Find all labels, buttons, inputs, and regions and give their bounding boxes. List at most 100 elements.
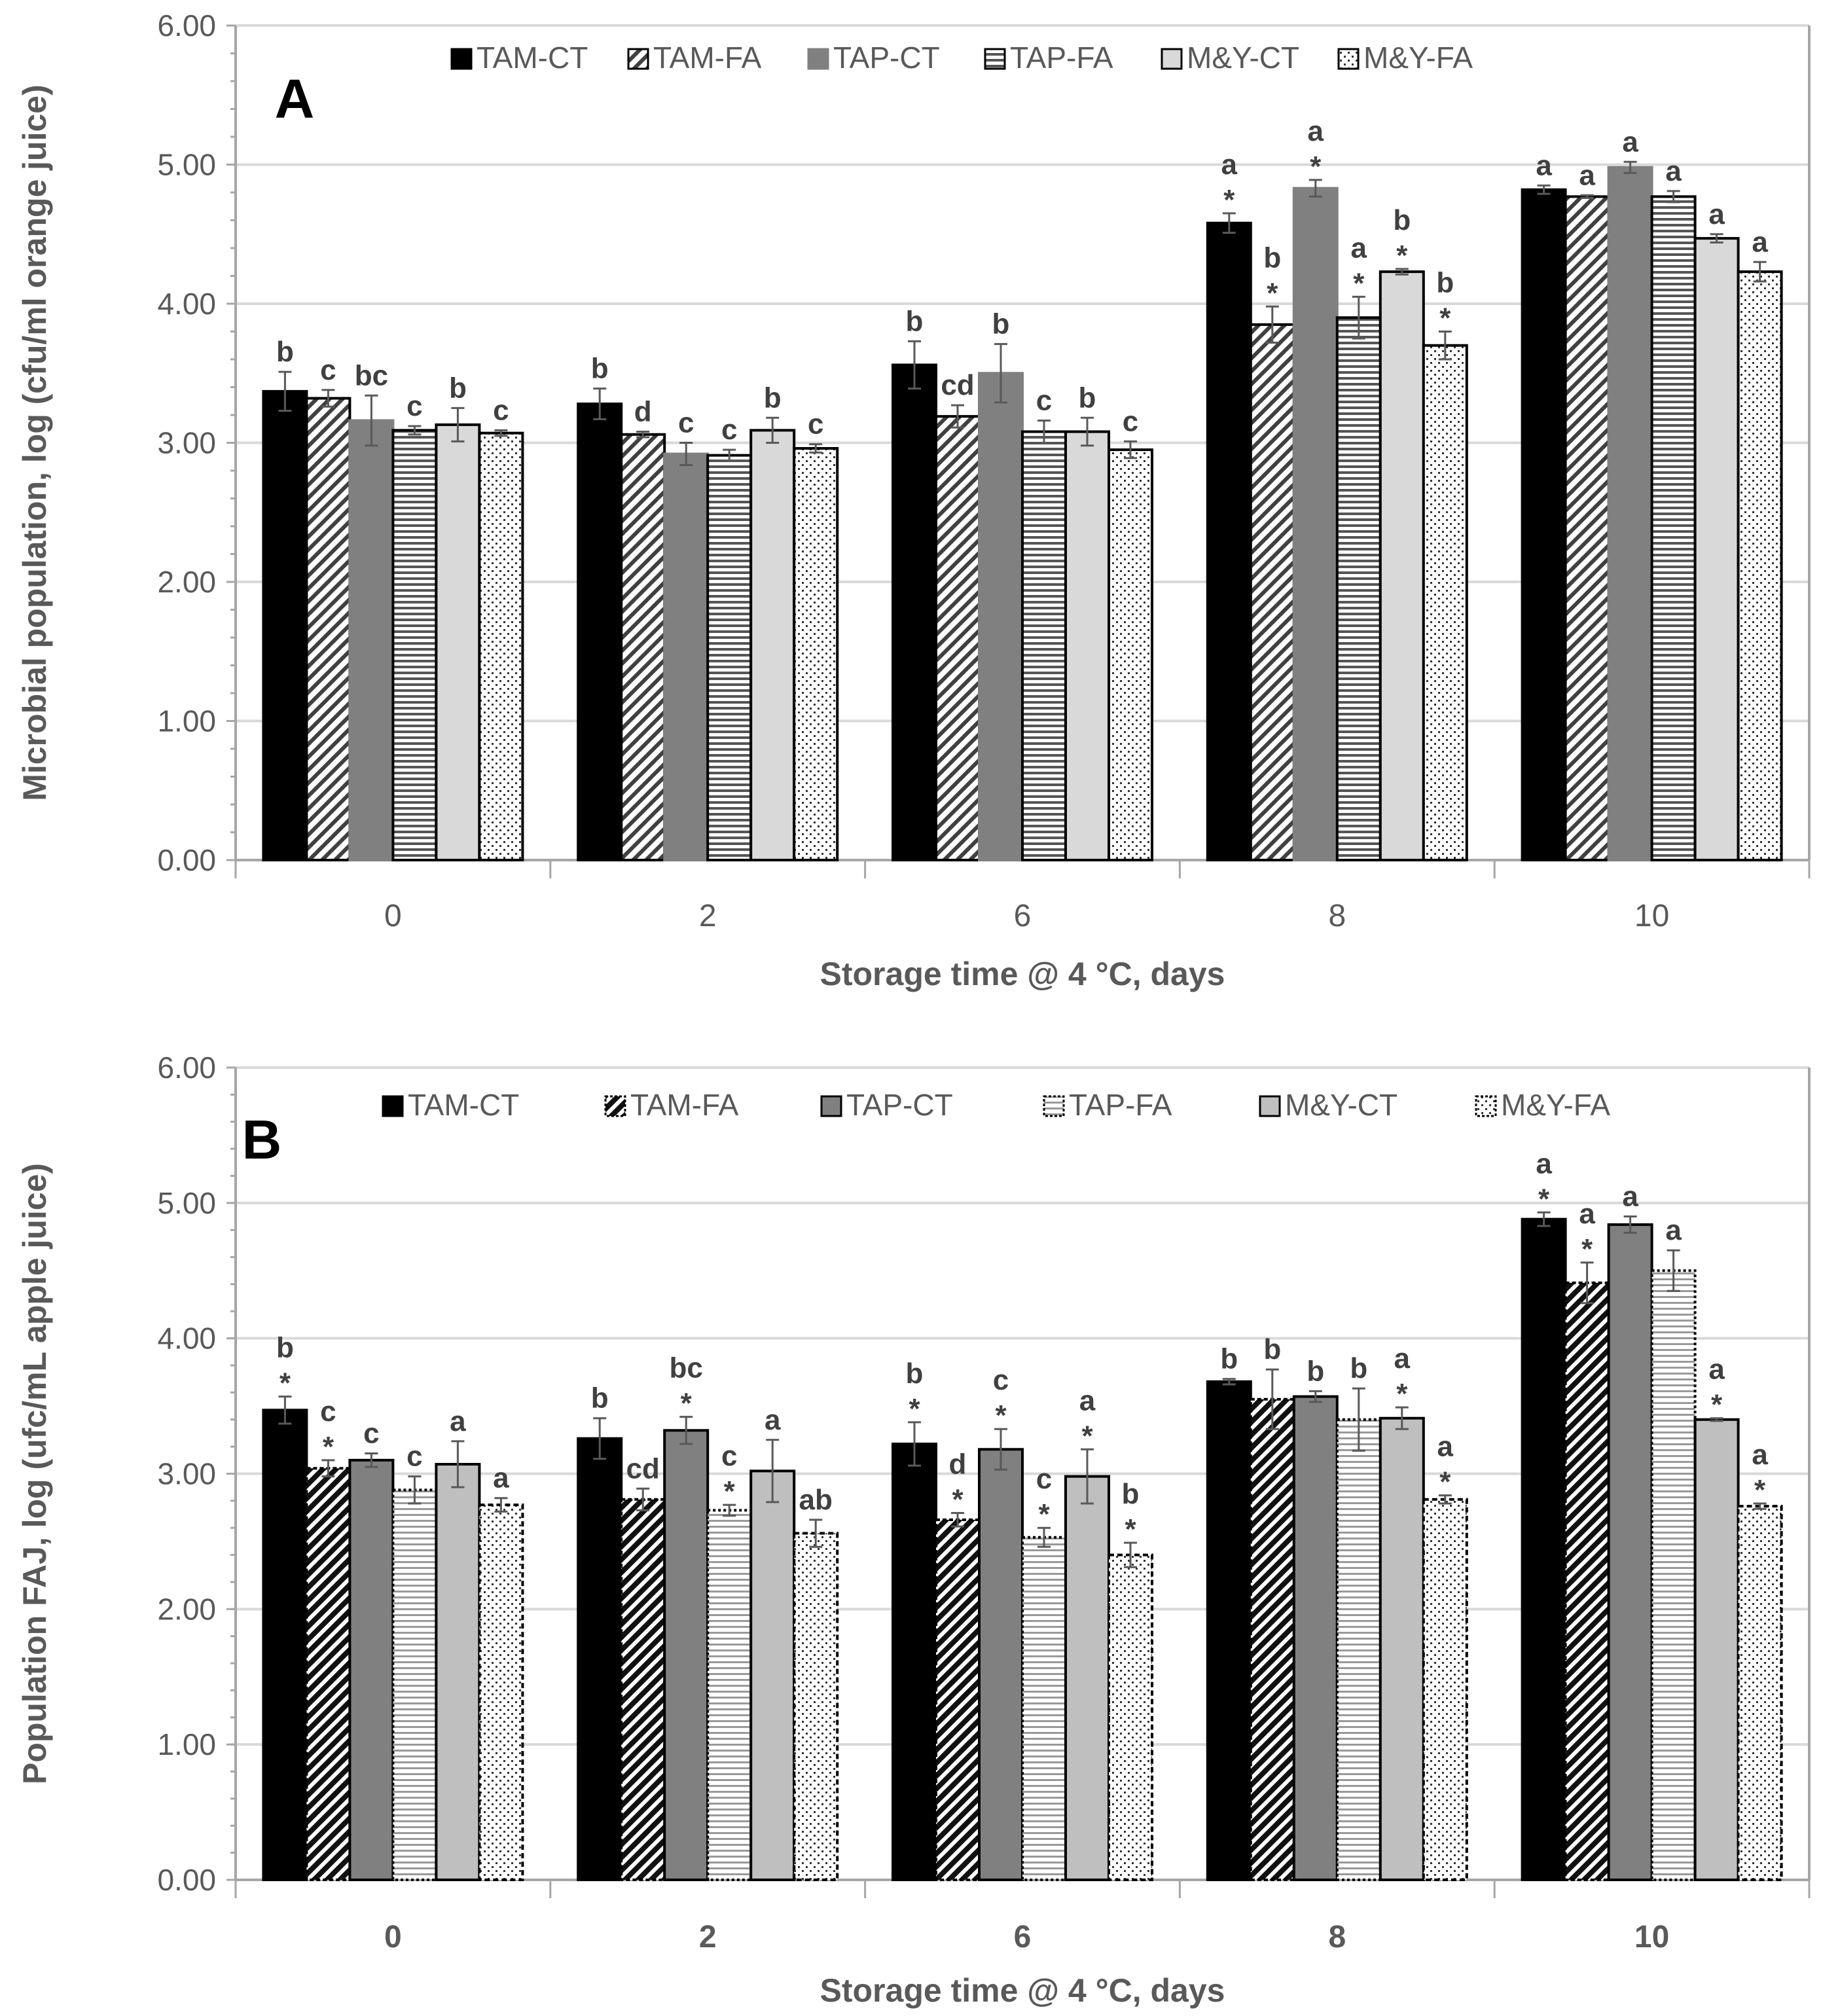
significance-letter: a: [450, 1405, 466, 1437]
bar-tap-fa-day-2: [706, 454, 753, 861]
bar-tam-ct-day-10: [1521, 1217, 1567, 1881]
bar-tap-fa-day-8: [1335, 1418, 1382, 1881]
y-tick-label: 2.00: [157, 565, 216, 599]
significance-letter: c: [1036, 385, 1052, 417]
x-tick-label: 10: [1634, 899, 1669, 933]
significance-star: *: [1711, 1389, 1723, 1421]
significance-letter: b: [591, 353, 609, 385]
bar-my-fa-day-2: [793, 1532, 839, 1881]
y-tick-label: 3.00: [157, 1457, 216, 1491]
legend-label: TAP-FA: [1069, 1088, 1172, 1122]
bar-my-fa-day-8: [1422, 1498, 1468, 1881]
bar-tam-ct-day-8: [1206, 1380, 1252, 1881]
bar-tam-ct-day-6: [892, 1442, 937, 1881]
bar-tap-fa-day-0: [391, 1488, 438, 1882]
bar-tam-ct-day-2: [577, 1437, 623, 1882]
significance-star: *: [1267, 277, 1278, 309]
significance-star: *: [1754, 1474, 1766, 1506]
significance-letter: c: [808, 408, 823, 441]
bar-tam-ct-day-0: [262, 1409, 308, 1881]
bar-tap-ct-day-2: [663, 1429, 710, 1881]
significance-letter: c: [721, 414, 737, 446]
significance-letter: b: [276, 1332, 294, 1364]
significance-star: *: [724, 1475, 736, 1507]
significance-letter: b: [1079, 382, 1096, 414]
significance-star: *: [995, 1399, 1007, 1431]
significance-letter: b: [1436, 267, 1454, 299]
bar-my-fa-day-6: [1108, 1553, 1153, 1882]
bar-my-fa-day-10: [1737, 270, 1783, 861]
bar-tam-fa-day-2: [620, 433, 666, 861]
y-tick-label: 6.00: [157, 9, 216, 43]
significance-letter: cd: [626, 1452, 660, 1485]
significance-letter: b: [906, 1358, 924, 1390]
significance-letter: c: [1036, 1463, 1052, 1495]
legend-swatch: [1259, 1095, 1281, 1117]
bar-tap-fa-day-10: [1650, 195, 1697, 861]
y-tick-label: 4.00: [157, 287, 216, 321]
significance-letter: c: [406, 390, 422, 422]
significance-letter: a: [1708, 1354, 1725, 1386]
legend-label: M&Y-FA: [1363, 41, 1473, 75]
legend-swatch: [984, 48, 1006, 70]
x-tick-label: 0: [384, 1920, 402, 1954]
significance-star: *: [323, 1431, 334, 1463]
significance-letter: a: [1536, 149, 1552, 181]
significance-star: *: [1353, 267, 1365, 299]
x-tick-label: 10: [1634, 1920, 1669, 1954]
x-axis-title: Storage time @ 4 °C, days: [820, 956, 1225, 992]
significance-letter: a: [1579, 159, 1595, 191]
significance-letter: a: [1752, 1439, 1768, 1471]
bar-my-fa-day-0: [478, 1503, 524, 1882]
legend-label: TAP-FA: [1010, 41, 1113, 75]
significance-letter: a: [493, 1462, 509, 1494]
bar-tam-ct-day-10: [1521, 188, 1567, 861]
bar-tap-fa-day-8: [1335, 316, 1382, 861]
bar-tap-ct-day-0: [348, 1458, 395, 1881]
significance-letter: c: [993, 1364, 1009, 1396]
bar-tap-fa-day-6: [1021, 430, 1067, 861]
bar-my-ct-day-8: [1379, 1416, 1425, 1881]
panel-label: A: [275, 68, 315, 130]
significance-letter: a: [1622, 1181, 1638, 1213]
x-tick-label: 2: [699, 1920, 717, 1954]
y-tick-label: 1.00: [157, 1727, 216, 1761]
significance-star: *: [1038, 1498, 1050, 1530]
chart-panel-B: 0.001.002.003.004.005.006.000*b*cccaa2bc…: [16, 1051, 1811, 2009]
legend-swatch: [820, 1095, 842, 1117]
significance-star: *: [681, 1388, 693, 1420]
significance-letter: b: [1263, 1333, 1281, 1365]
y-tick-label: 0.00: [157, 843, 216, 877]
significance-letter: c: [320, 1395, 336, 1428]
significance-letter: c: [406, 1441, 422, 1473]
significance-letter: a: [765, 1404, 781, 1436]
bar-my-fa-day-2: [793, 447, 839, 861]
significance-star: *: [1581, 1233, 1593, 1265]
bar-tam-fa-day-10: [1564, 195, 1610, 861]
y-tick-label: 2.00: [157, 1592, 216, 1626]
legend-label: TAM-CT: [477, 41, 588, 75]
significance-star: *: [1396, 1378, 1408, 1410]
y-axis-title: Microbial population, log (cfu/ml orange…: [16, 84, 53, 801]
bar-tam-ct-day-0: [262, 389, 308, 861]
y-tick-label: 5.00: [157, 148, 216, 182]
bar-tam-fa-day-8: [1249, 1397, 1295, 1882]
bar-tam-fa-day-8: [1249, 323, 1295, 861]
significance-star: *: [1081, 1420, 1093, 1452]
legend-swatch: [1337, 48, 1360, 70]
legend-label: M&Y-CT: [1187, 41, 1299, 75]
bar-my-ct-day-10: [1693, 237, 1740, 861]
significance-letter: b: [276, 336, 294, 368]
significance-letter: a: [1351, 232, 1367, 264]
legend-swatch: [1475, 1095, 1497, 1117]
legend-swatch: [382, 1095, 404, 1117]
bar-my-ct-day-2: [749, 429, 796, 861]
bar-tap-ct-day-8: [1292, 187, 1339, 861]
legend-label: TAM-FA: [653, 41, 762, 75]
bar-tap-fa-day-2: [706, 1509, 753, 1881]
bar-tap-ct-day-8: [1292, 1395, 1339, 1881]
bar-my-ct-day-10: [1693, 1418, 1740, 1881]
significance-letter: b: [1393, 204, 1411, 236]
y-tick-label: 0.00: [157, 1863, 216, 1897]
y-tick-label: 6.00: [157, 1051, 216, 1085]
